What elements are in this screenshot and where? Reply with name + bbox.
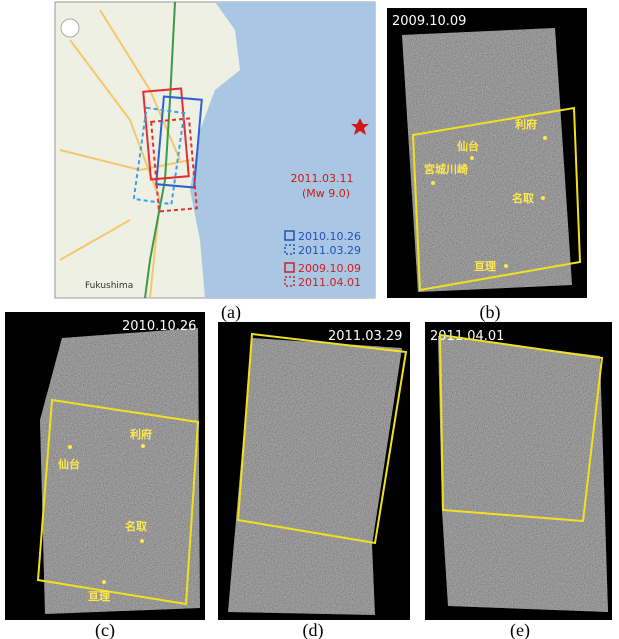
place-label: 宮城川崎 <box>424 162 468 176</box>
place-label: 仙台 <box>457 139 479 153</box>
place-marker <box>470 156 474 160</box>
place-marker <box>140 539 144 543</box>
sar-image <box>438 336 608 612</box>
place-label: 亘理 <box>88 590 110 603</box>
map-panel: Fukushima 2011.03.11 (Mw 9.0) 2010.10.26… <box>55 2 375 298</box>
body: Fukushima 2011.03.11 (Mw 9.0) 2010.10.26… <box>0 0 619 639</box>
legend-entry: 2011.04.01 <box>298 276 361 289</box>
legend-entry: 2011.03.29 <box>298 244 361 257</box>
panel-label: (a) <box>221 302 241 323</box>
event-date: 2011.03.11 <box>291 172 354 185</box>
place-marker <box>141 444 145 448</box>
date-label: 2009.10.09 <box>392 14 466 29</box>
legend-entry: 2010.10.26 <box>298 230 361 243</box>
figure: Fukushima 2011.03.11 (Mw 9.0) 2010.10.26… <box>0 0 619 639</box>
place-label: 名取 <box>125 519 147 533</box>
panel-label: (c) <box>95 620 115 639</box>
panel-label: (b) <box>480 302 501 323</box>
place-label: 利府 <box>130 427 152 441</box>
date-label: 2010.10.26 <box>122 319 196 334</box>
place-label: 名取 <box>512 191 534 205</box>
place-label: 利府 <box>515 117 537 131</box>
sar-image <box>40 328 200 614</box>
page: {"panels": [ {"label": "(a)", "map_label… <box>0 0 619 639</box>
place-label: 亘理 <box>474 260 496 273</box>
place-marker <box>541 196 545 200</box>
sar-image <box>402 28 572 292</box>
map-control[interactable] <box>61 19 79 37</box>
panel-label: (d) <box>303 620 324 639</box>
place-marker <box>543 136 547 140</box>
map-label: Fukushima <box>85 281 133 291</box>
place-marker <box>504 264 508 268</box>
place-label: 仙台 <box>58 457 80 471</box>
legend-entry: 2009.10.09 <box>298 262 361 275</box>
panel-label: (e) <box>510 620 530 639</box>
date-label: 2011.03.29 <box>328 329 402 344</box>
place-marker <box>102 580 106 584</box>
place-marker <box>68 445 72 449</box>
event-magnitude: (Mw 9.0) <box>302 187 350 200</box>
place-marker <box>431 181 435 185</box>
